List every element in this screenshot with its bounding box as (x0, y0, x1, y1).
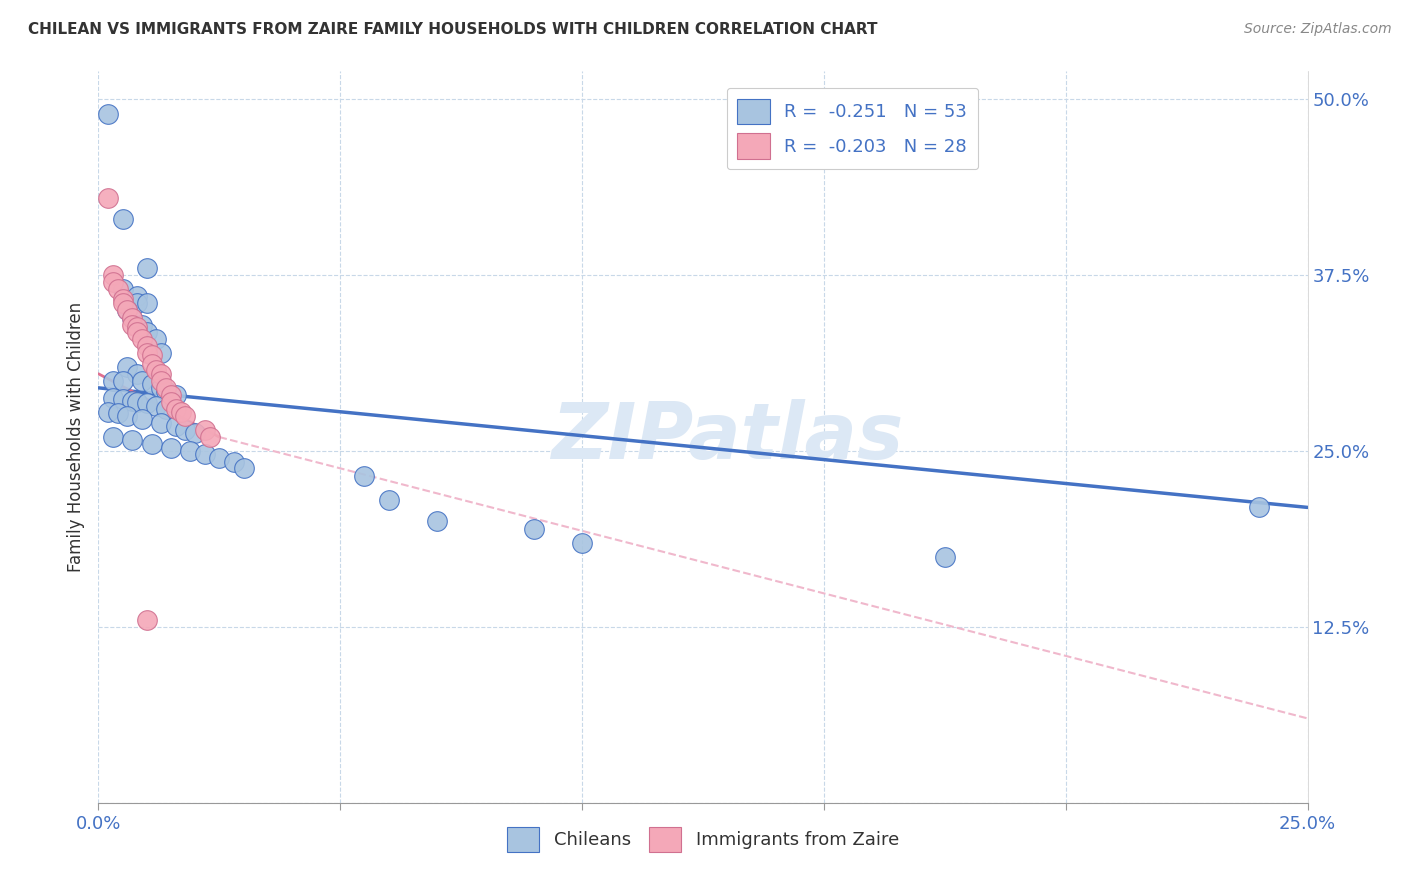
Point (127, 325, 149, 339)
Point (169, 405, 191, 419)
Point (150, 381, 173, 395)
Point (160, 388, 183, 402)
Point (194, 423, 217, 437)
Point (111, 392, 134, 406)
Point (141, 376, 163, 391)
Point (127, 289, 149, 303)
Point (174, 423, 197, 437)
Point (131, 374, 153, 388)
Point (165, 401, 187, 416)
Point (121, 310, 143, 325)
Point (127, 367, 149, 381)
Point (141, 357, 163, 371)
Point (155, 401, 177, 416)
Point (150, 416, 173, 430)
Point (571, 535, 593, 549)
Point (150, 367, 173, 381)
Text: CHILEAN VS IMMIGRANTS FROM ZAIRE FAMILY HOUSEHOLDS WITH CHILDREN CORRELATION CHA: CHILEAN VS IMMIGRANTS FROM ZAIRE FAMILY … (28, 22, 877, 37)
Point (145, 332, 167, 346)
Point (111, 292, 134, 306)
Point (184, 425, 207, 440)
Point (198, 430, 221, 444)
Point (377, 493, 399, 508)
Point (135, 613, 157, 627)
Point (155, 384, 177, 398)
Point (232, 461, 254, 475)
Point (101, 268, 124, 283)
Point (160, 442, 183, 456)
Point (135, 296, 157, 310)
Point (160, 395, 183, 409)
Point (111, 212, 134, 227)
Point (165, 418, 187, 433)
Point (127, 320, 149, 334)
Point (131, 412, 153, 426)
Point (426, 515, 449, 529)
Point (107, 406, 129, 420)
Point (150, 374, 173, 388)
Point (117, 359, 139, 374)
Point (117, 303, 139, 318)
Point (131, 332, 153, 346)
Point (135, 261, 157, 276)
Point (97, 405, 120, 419)
Point (135, 339, 157, 353)
Point (179, 444, 201, 458)
Point (127, 296, 149, 310)
Point (101, 276, 124, 290)
Point (155, 381, 177, 395)
Point (222, 455, 245, 469)
Point (145, 362, 167, 376)
Point (1249, 500, 1271, 515)
Point (135, 396, 157, 410)
Point (353, 469, 375, 483)
Point (174, 409, 197, 423)
Point (208, 451, 231, 466)
Point (165, 388, 187, 402)
Point (97, 191, 120, 205)
Point (135, 345, 157, 359)
Point (121, 310, 143, 325)
Point (141, 349, 163, 363)
Point (121, 433, 143, 447)
Point (141, 437, 163, 451)
Text: Source: ZipAtlas.com: Source: ZipAtlas.com (1244, 22, 1392, 37)
Point (101, 374, 124, 388)
Point (111, 282, 134, 296)
Point (523, 521, 546, 535)
Point (934, 549, 956, 564)
Y-axis label: Family Households with Children: Family Households with Children (66, 302, 84, 572)
Point (194, 447, 217, 461)
Text: ZIPatlas: ZIPatlas (551, 399, 903, 475)
Point (121, 318, 143, 332)
Point (97, 106, 120, 120)
Point (150, 345, 173, 359)
Point (101, 391, 124, 405)
Point (111, 374, 134, 388)
Point (127, 395, 149, 409)
Point (111, 296, 134, 310)
Point (121, 393, 143, 408)
Point (107, 282, 129, 296)
Point (145, 399, 167, 413)
Point (101, 430, 124, 444)
Point (131, 318, 153, 332)
Point (135, 325, 157, 339)
Point (117, 409, 139, 423)
Legend: Chileans, Immigrants from Zaire: Chileans, Immigrants from Zaire (499, 820, 907, 860)
Point (117, 303, 139, 318)
